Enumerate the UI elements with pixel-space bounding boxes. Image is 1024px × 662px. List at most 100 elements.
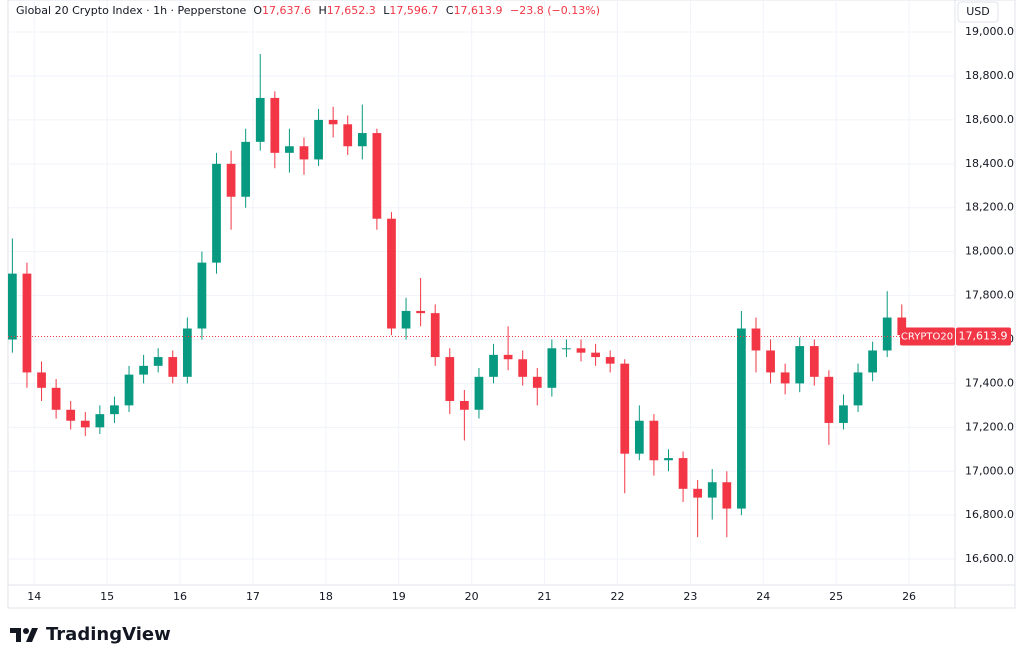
- candle-body: [226, 163, 236, 197]
- candle-body: [270, 97, 280, 153]
- candle-body: [634, 420, 644, 454]
- candle-body: [285, 146, 294, 153]
- candle-body: [139, 365, 148, 375]
- candle-body: [751, 328, 761, 351]
- candle-body: [51, 387, 61, 410]
- x-tick-label: 20: [465, 590, 479, 603]
- candle-body: [37, 372, 46, 388]
- symbol-tag: [900, 327, 955, 346]
- candle-body: [591, 352, 600, 358]
- x-tick-label: 19: [392, 590, 406, 603]
- frame: [7, 0, 1016, 609]
- candle-body: [722, 482, 732, 509]
- brand-name: TradingView: [46, 624, 171, 645]
- candle-body: [314, 119, 323, 160]
- brand-logo: [10, 627, 38, 642]
- candle-body: [882, 317, 892, 351]
- y-tick-label: 18,000.0: [965, 245, 1014, 258]
- candle-body: [401, 310, 411, 329]
- x-tick-label: 14: [27, 590, 41, 603]
- candle-body: [518, 359, 528, 377]
- candle-body: [839, 405, 848, 423]
- x-tick-label: 24: [756, 590, 770, 603]
- c-value: 17,613.9: [453, 4, 503, 17]
- candle-body: [241, 141, 251, 197]
- o-value: 17,637.6: [262, 4, 311, 17]
- candle-body: [343, 124, 353, 147]
- currency: USD: [966, 5, 990, 18]
- change: −23.8 (−0.13%): [510, 4, 600, 17]
- h-label: H: [318, 4, 327, 17]
- candle-body: [197, 262, 207, 329]
- x-tick-label: 21: [538, 590, 552, 603]
- candle-body: [766, 350, 775, 373]
- candle-body: [474, 376, 484, 410]
- candle-body: [124, 374, 134, 406]
- candle-body: [80, 420, 90, 428]
- y-tick-label: 18,600.0: [965, 113, 1014, 126]
- candle-body: [795, 346, 805, 384]
- x-tick-label: 17: [246, 590, 260, 603]
- candle-body: [664, 458, 673, 461]
- y-tick-label: 17,000.0: [965, 464, 1014, 477]
- x-tick-label: 23: [683, 590, 697, 603]
- y-tick-label: 17,400.0: [965, 376, 1014, 389]
- candle-body: [532, 376, 542, 388]
- candle-body: [503, 354, 513, 360]
- y-tick-label: 17,200.0: [965, 420, 1014, 433]
- x-tick-label: 15: [100, 590, 114, 603]
- candle-body: [562, 348, 571, 350]
- currency-box[interactable]: [957, 1, 999, 23]
- symbol-label: CRYPTO20: [901, 331, 953, 342]
- candle-body: [853, 372, 863, 406]
- candle-body: [372, 133, 382, 219]
- candle-body: [182, 328, 192, 377]
- candle-body: [328, 119, 338, 125]
- y-tick-label: 18,200.0: [965, 201, 1014, 214]
- candle-body: [445, 357, 455, 401]
- x-tick-label: 25: [829, 590, 843, 603]
- o-label: O: [253, 4, 262, 17]
- candle-body: [737, 328, 746, 509]
- candle-body: [255, 97, 265, 142]
- price-label: 17,613.9: [959, 329, 1008, 342]
- candle-body: [605, 357, 615, 364]
- candle-body: [780, 372, 790, 384]
- candle-body: [387, 218, 396, 329]
- brand[interactable]: TradingView: [10, 624, 171, 645]
- candle-body: [110, 405, 119, 415]
- candle-body: [66, 409, 76, 421]
- candle-body: [8, 273, 17, 340]
- candle-body: [678, 458, 688, 489]
- candle-body: [212, 163, 221, 263]
- candle-body: [95, 414, 105, 428]
- candle-body: [459, 400, 469, 410]
- l-value: 17,596.7: [389, 4, 439, 17]
- title: Global 20 Crypto Index · 1h · Pepperston…: [16, 4, 247, 17]
- price-tag: [956, 327, 1011, 346]
- candle-body: [357, 133, 367, 147]
- y-tick-label: 19,000.0: [965, 25, 1014, 38]
- candle-body: [547, 348, 557, 388]
- y-tick-label: 17,800.0: [965, 289, 1014, 302]
- y-tick-label: 18,800.0: [965, 69, 1014, 82]
- candle-body: [576, 348, 586, 353]
- x-tick-label: 16: [173, 590, 187, 603]
- y-tick-label: 16,800.0: [965, 508, 1014, 521]
- candle-body: [430, 313, 440, 358]
- candle-body: [299, 146, 309, 160]
- candle-body: [620, 363, 630, 454]
- candle-body: [693, 488, 703, 498]
- candle-body: [489, 354, 498, 377]
- c-label: C: [445, 4, 454, 17]
- candle-body: [809, 346, 819, 377]
- candle-body: [168, 357, 178, 377]
- candle-body: [824, 376, 834, 423]
- x-tick-label: 18: [319, 590, 333, 603]
- h-value: 17,652.3: [326, 4, 376, 17]
- candle-body: [22, 273, 32, 373]
- x-tick-label: 22: [610, 590, 624, 603]
- y-tick-label: 18,400.0: [965, 157, 1014, 170]
